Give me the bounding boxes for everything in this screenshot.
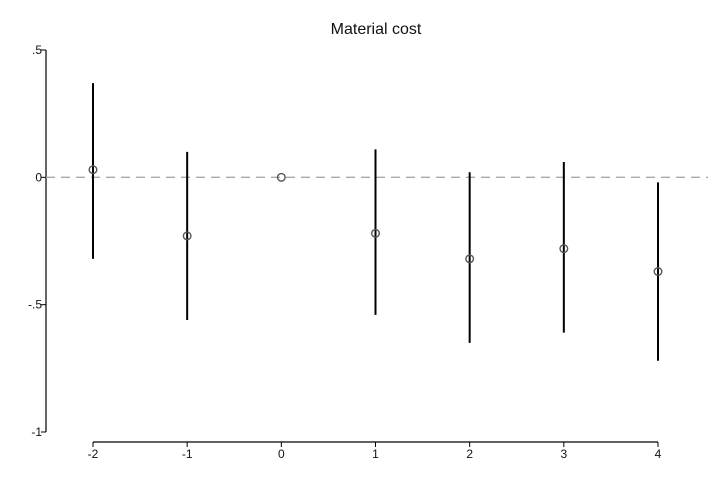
x-tick-label: 0 [278, 447, 285, 461]
x-tick-label: -1 [182, 447, 193, 461]
point-estimate [559, 244, 569, 254]
chart-title: Material cost [331, 21, 422, 38]
x-tick-label: 2 [466, 447, 473, 461]
y-tick-label: .5 [32, 43, 42, 57]
y-tick-label: -1 [31, 425, 42, 439]
y-tick-label: -.5 [28, 298, 42, 312]
x-axis: -2 -1 0 1 2 3 4 [88, 441, 662, 461]
point-estimate [276, 172, 286, 182]
point-estimate [653, 267, 663, 277]
y-axis: .5 0 -.5 -1 [28, 43, 47, 439]
x-tick-label: -2 [88, 447, 99, 461]
x-tick-label: 4 [655, 447, 662, 461]
point-estimate [465, 254, 475, 264]
x-tick-label: 1 [372, 447, 379, 461]
point-estimate [182, 231, 192, 241]
point-estimate [88, 165, 98, 175]
point-estimate [371, 228, 381, 238]
y-tick-label: 0 [35, 170, 42, 184]
data-marks [88, 83, 663, 361]
x-tick-label: 3 [560, 447, 567, 461]
